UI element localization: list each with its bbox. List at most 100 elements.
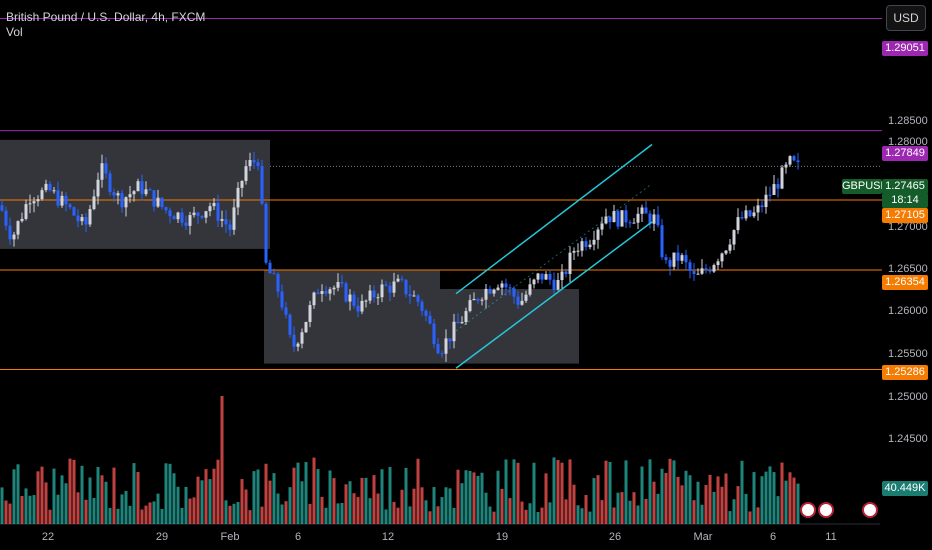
level-label: 1.27105 xyxy=(882,208,928,223)
volume-bar xyxy=(92,497,96,524)
candle-body xyxy=(56,190,60,206)
volume-bar xyxy=(108,507,112,524)
volume-bar xyxy=(336,503,340,524)
candle-body xyxy=(168,210,172,217)
volume-bar xyxy=(68,458,72,524)
candle-body xyxy=(324,291,328,294)
volume-bar xyxy=(736,486,740,524)
volume-bar xyxy=(320,496,324,524)
candle-body xyxy=(96,179,100,197)
volume-bar xyxy=(172,473,176,524)
volume-bar xyxy=(520,501,524,524)
candle-body xyxy=(416,295,420,302)
candle-body xyxy=(88,209,92,225)
candle-body xyxy=(16,221,20,235)
volume-bar xyxy=(488,506,492,524)
volume-bar xyxy=(756,507,760,524)
candle-body xyxy=(696,273,700,275)
volume-bar xyxy=(700,504,704,524)
volume-bar xyxy=(252,471,256,524)
candle-body xyxy=(92,196,96,210)
volume-bar xyxy=(552,457,556,524)
volume-bar xyxy=(464,470,468,524)
candle-body xyxy=(660,225,664,258)
currency-button[interactable]: USD xyxy=(886,5,926,31)
candle-body xyxy=(772,184,776,196)
candle-body xyxy=(244,166,248,181)
uk-flag-icon[interactable] xyxy=(862,502,878,518)
candle-body xyxy=(280,291,284,308)
candle-body xyxy=(420,301,424,311)
candle-body xyxy=(392,281,396,293)
volume-bar xyxy=(344,484,348,524)
volume-bar xyxy=(188,498,192,524)
candle-body xyxy=(764,194,768,208)
candle-body xyxy=(236,187,240,208)
volume-bar xyxy=(696,481,700,524)
price-tick: 1.28500 xyxy=(888,115,928,127)
volume-bar xyxy=(272,473,276,524)
volume-bar xyxy=(24,488,28,524)
volume-bar xyxy=(260,506,264,524)
candle-body xyxy=(688,262,692,271)
candle-body xyxy=(580,241,584,251)
volume-bar xyxy=(164,463,168,524)
volume-bar xyxy=(400,489,404,524)
candle-body xyxy=(336,282,340,288)
candle-body xyxy=(12,234,16,240)
candle-body xyxy=(388,285,392,293)
candle-body xyxy=(248,160,252,167)
date-tick: 6 xyxy=(769,531,777,543)
candle-body xyxy=(504,283,508,288)
volume-bar xyxy=(640,466,644,524)
volume-bar xyxy=(212,468,216,524)
candle-body xyxy=(596,229,600,240)
volume-bar xyxy=(456,469,460,524)
volume-bar xyxy=(4,500,8,524)
candle-body xyxy=(288,314,292,335)
volume-bar xyxy=(96,466,100,524)
volume-bar xyxy=(668,458,672,524)
level-label: 1.27849 xyxy=(882,146,928,161)
candle-body xyxy=(796,160,800,163)
volume-bar xyxy=(524,509,528,524)
candle-body xyxy=(508,287,512,289)
candle-body xyxy=(732,230,736,245)
price-tick: 1.25500 xyxy=(888,348,928,360)
volume-bar xyxy=(672,460,676,524)
volume-bar xyxy=(280,504,284,524)
channel-upper-line xyxy=(455,143,653,295)
candle-body xyxy=(0,205,4,211)
volume-bar xyxy=(140,509,144,524)
volume-bar xyxy=(388,466,392,524)
volume-bar xyxy=(276,493,280,524)
candle-body xyxy=(368,290,372,301)
volume-bar xyxy=(532,462,536,524)
us-flag-icon[interactable] xyxy=(818,502,834,518)
volume-bar xyxy=(440,497,444,524)
volume-bar xyxy=(704,485,708,524)
us-flag-icon[interactable] xyxy=(800,502,816,518)
candle-body xyxy=(52,190,56,192)
volume-bar xyxy=(52,468,56,524)
candle-body xyxy=(128,194,132,198)
volume-bar xyxy=(236,501,240,524)
volume-bar xyxy=(580,508,584,524)
volume-bar xyxy=(256,469,260,524)
date-tick: Mar xyxy=(693,531,713,543)
volume-bar xyxy=(404,467,408,524)
volume-bar xyxy=(632,492,636,524)
volume-bar xyxy=(576,505,580,524)
volume-bar xyxy=(288,487,292,524)
candle-body xyxy=(272,273,276,275)
volume-bar xyxy=(152,501,156,524)
candle-body xyxy=(548,274,552,280)
candle-body xyxy=(176,212,180,220)
candle-body xyxy=(516,296,520,305)
candle-body xyxy=(376,297,380,299)
volume-bar xyxy=(584,494,588,524)
candle-body xyxy=(572,250,576,253)
volume-bar xyxy=(300,481,304,524)
volume-indicator-label[interactable]: Vol xyxy=(6,25,23,39)
